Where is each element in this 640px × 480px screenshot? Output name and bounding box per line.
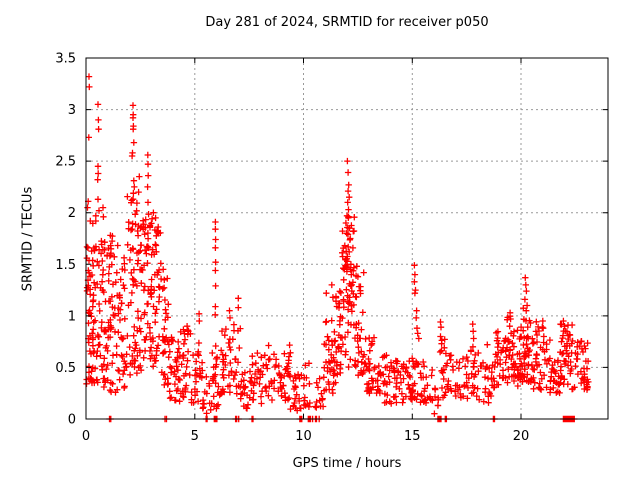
x-axis-label: GPS time / hours bbox=[292, 456, 402, 471]
x-tick-label: 20 bbox=[513, 429, 530, 444]
chart-title: Day 281 of 2024, SRMTID for receiver p05… bbox=[205, 15, 489, 30]
x-tick-label: 0 bbox=[82, 429, 90, 444]
y-tick-label: 1.5 bbox=[55, 258, 76, 273]
y-tick-label: 1 bbox=[68, 309, 76, 324]
x-tick-label: 10 bbox=[295, 429, 312, 444]
y-tick-label: 0 bbox=[68, 413, 76, 428]
x-tick-label: 5 bbox=[191, 429, 199, 444]
y-tick-label: 3.5 bbox=[55, 52, 76, 67]
y-tick-label: 0.5 bbox=[55, 361, 76, 376]
y-tick-label: 2.5 bbox=[55, 155, 76, 170]
y-tick-label: 2 bbox=[68, 206, 76, 221]
x-tick-label: 15 bbox=[404, 429, 421, 444]
y-tick-label: 3 bbox=[68, 103, 76, 118]
